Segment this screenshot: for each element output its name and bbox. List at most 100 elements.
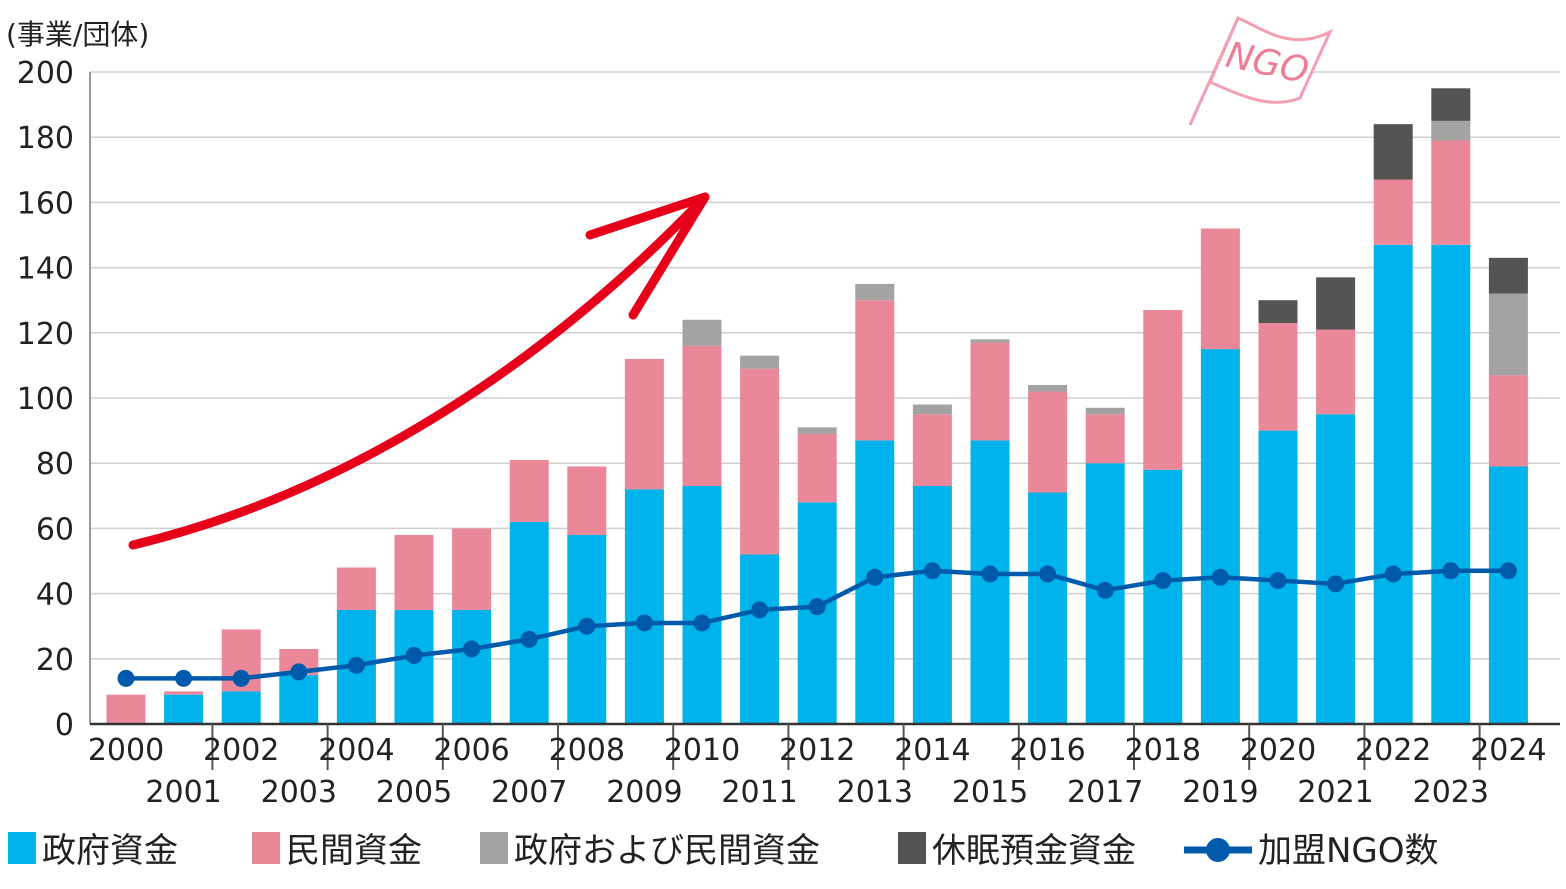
x-tick-label: 2022: [1355, 733, 1431, 768]
bar-segment: [1085, 414, 1125, 464]
x-tick-label: 2002: [203, 733, 279, 768]
bar-segment: [1316, 329, 1356, 415]
grid-lines: [89, 71, 1560, 724]
line-point: [290, 663, 308, 681]
bar-segment: [1488, 293, 1528, 376]
line-point: [463, 640, 481, 658]
bar-segment: [624, 358, 664, 490]
legend-label: 休眠預金資金: [932, 831, 1136, 871]
x-axis: 2000 2001 2002 2003 2004 2005 2006 2007 2008 2009…: [88, 722, 1560, 810]
x-tick-label: 2010: [664, 733, 740, 768]
line-point: [751, 601, 769, 619]
legend-line-marker: [1206, 838, 1230, 862]
line-point: [1211, 568, 1229, 586]
bar-segment: [1200, 228, 1240, 350]
bar-segment: [1200, 349, 1240, 724]
x-tick-label: 2018: [1125, 733, 1201, 768]
line-point: [117, 669, 135, 687]
y-tick-label: 100: [17, 382, 74, 417]
x-tick-label: 2013: [837, 775, 913, 810]
bar-segment: [509, 459, 549, 522]
line-point: [1154, 572, 1172, 590]
bar-segment: [855, 283, 895, 301]
bar-segment: [740, 355, 780, 369]
bar-segment: [682, 319, 722, 346]
y-tick-label: 0: [55, 708, 74, 743]
legend-label: 民間資金: [286, 831, 422, 871]
bar-segment: [1373, 244, 1413, 724]
legend-label: 政府および民間資金: [514, 831, 820, 871]
line-point: [693, 614, 711, 632]
bar-segment: [1258, 323, 1298, 431]
y-tick-label: 180: [17, 121, 74, 156]
bar-segment: [1431, 88, 1471, 121]
unit-label: (事業/団体): [6, 18, 149, 51]
line-point: [347, 656, 365, 674]
line-point: [578, 617, 596, 635]
line-point: [1499, 562, 1517, 580]
line-point: [981, 565, 999, 583]
bar-segment: [221, 691, 261, 724]
x-tick-label: 2016: [1009, 733, 1085, 768]
bar-segment: [970, 342, 1010, 441]
y-tick-label: 140: [17, 252, 74, 287]
x-tick-label: 2015: [952, 775, 1028, 810]
x-tick-label: 2020: [1240, 733, 1316, 768]
bar-segment: [740, 554, 780, 724]
bar-segment: [1143, 309, 1183, 470]
x-tick-label: 2001: [145, 775, 221, 810]
x-tick-label: 2003: [261, 775, 337, 810]
bar-segment: [1258, 300, 1298, 324]
legend-swatch: [252, 832, 280, 864]
bar-segment: [394, 609, 434, 724]
y-axis-ticks: 0 20 40 60 80 100 120 140 160 180 200: [17, 56, 74, 743]
bar-segment: [452, 528, 492, 610]
bars: [106, 88, 1528, 724]
bar-segment: [1085, 407, 1125, 415]
bar-segment: [740, 368, 780, 555]
y-tick-label: 200: [17, 56, 74, 91]
line-point: [808, 598, 826, 616]
x-tick-label: 2009: [606, 775, 682, 810]
y-tick-label: 120: [17, 317, 74, 352]
bar-segment: [1431, 120, 1471, 141]
bar-segment: [970, 339, 1010, 343]
bar-segment: [797, 427, 837, 434]
line-point: [1384, 565, 1402, 583]
bar-segment: [1373, 179, 1413, 245]
legend-swatch: [8, 832, 36, 864]
x-tick-label: 2006: [433, 733, 509, 768]
x-tick-label: 2000: [88, 733, 164, 768]
line-point: [520, 630, 538, 648]
bar-segment: [1143, 469, 1183, 724]
bar-segment: [1431, 140, 1471, 245]
bar-segment: [567, 466, 607, 535]
bar-segment: [1373, 124, 1413, 180]
line-series: [117, 562, 1517, 687]
line-point: [1327, 575, 1345, 593]
trend-arrow-icon: [128, 192, 710, 550]
x-tick-label: 2014: [894, 733, 970, 768]
legend-label: 政府資金: [42, 831, 178, 871]
line-point: [232, 669, 250, 687]
x-tick-label: 2004: [318, 733, 394, 768]
y-tick-label: 20: [36, 643, 74, 678]
y-tick-label: 40: [36, 578, 74, 613]
bar-segment: [1316, 414, 1356, 724]
legend: 政府資金 民間資金 政府および民間資金 休眠預金資金 加盟NGO数: [8, 831, 1439, 871]
bar-segment: [164, 694, 204, 724]
bar-segment: [1488, 257, 1528, 294]
bar-segment: [1028, 384, 1068, 392]
bar-segment: [1488, 375, 1528, 467]
x-tick-label: 2021: [1297, 775, 1373, 810]
line-point: [405, 647, 423, 665]
bar-segment: [509, 521, 549, 724]
line-point: [635, 614, 653, 632]
x-tick-label: 2023: [1413, 775, 1489, 810]
line-point: [1039, 565, 1057, 583]
bar-segment: [1431, 244, 1471, 724]
bar-segment: [1488, 466, 1528, 724]
y-tick-label: 80: [36, 447, 74, 482]
